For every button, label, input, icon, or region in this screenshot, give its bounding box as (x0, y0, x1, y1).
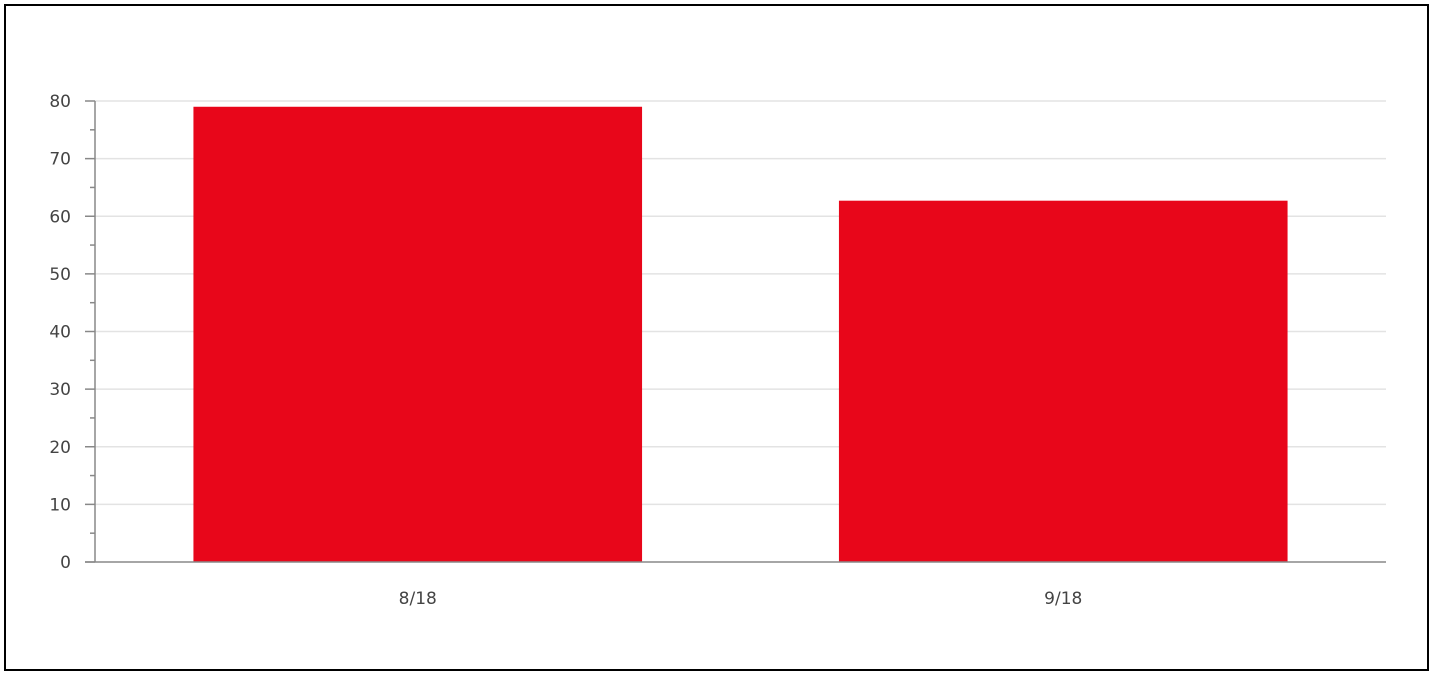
x-tick-label: 8/18 (399, 589, 437, 609)
bars (193, 107, 1287, 562)
y-tick-label: 50 (49, 265, 71, 285)
y-tick-label: 70 (49, 150, 71, 170)
x-axis-ticks: 8/18 9/18 (399, 589, 1083, 609)
y-tick-label: 80 (49, 92, 71, 112)
y-tick-label: 60 (49, 207, 71, 227)
y-axis-ticks: 0 10 20 30 40 50 60 70 80 (49, 92, 95, 573)
bar-9-18[interactable] (839, 201, 1288, 562)
y-tick-label: 0 (60, 553, 71, 573)
y-tick-label: 40 (49, 323, 71, 343)
y-tick-label: 10 (49, 495, 71, 515)
y-tick-label: 20 (49, 438, 71, 458)
bar-8-18[interactable] (193, 107, 642, 562)
x-tick-label: 9/18 (1044, 589, 1082, 609)
y-tick-label: 30 (49, 380, 71, 400)
